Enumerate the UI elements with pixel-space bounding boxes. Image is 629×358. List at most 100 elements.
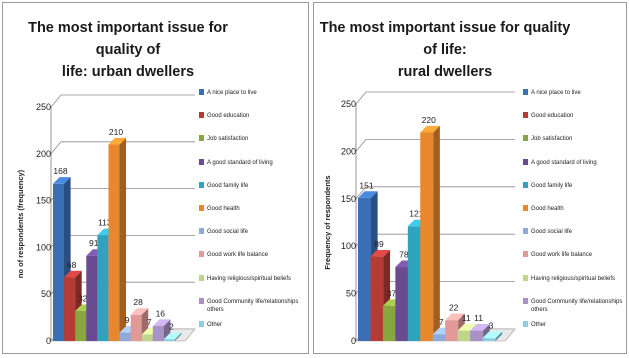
legend-label: Good family life	[531, 182, 573, 189]
bar-data-label: 210	[109, 127, 123, 137]
bar-data-label: 2	[169, 322, 174, 332]
urban-chart-panel: The most important issue for quality of …	[2, 2, 309, 354]
bar-data-label: 7	[147, 317, 152, 327]
y-tick-label: 200	[341, 146, 356, 156]
legend-item: Good family life	[199, 181, 307, 205]
legend-swatch	[523, 274, 528, 281]
legend-item: Having religious/spiritual beliefs	[523, 274, 627, 298]
legend-swatch	[523, 89, 528, 95]
legend-label: A nice place to live	[531, 90, 581, 96]
bar-front	[53, 183, 64, 341]
y-tick-label: 100	[36, 242, 51, 252]
bar-front	[86, 255, 98, 341]
bar-top	[53, 177, 71, 184]
legend-swatch	[523, 251, 528, 258]
bar-data-label: 68	[67, 260, 77, 270]
bar-top	[152, 319, 171, 327]
legend-label: Good health	[531, 205, 564, 212]
legend-item: A nice place to live	[523, 89, 627, 112]
legend-label: Having religious/spiritual beliefs	[531, 275, 616, 282]
legend-swatch	[199, 297, 204, 304]
gridline-side	[50, 94, 62, 108]
legend-item: A nice place to live	[199, 89, 307, 112]
legend-label: Good education	[207, 113, 250, 120]
legend-label: A good standard of living	[531, 159, 597, 166]
rural-chart-panel: The most important issue for quality of …	[313, 2, 627, 354]
bar-top	[163, 332, 182, 340]
bar-data-label: 3	[489, 321, 494, 331]
bar-front	[358, 197, 371, 341]
y-tick-label: 0	[46, 336, 51, 346]
legend-swatch	[523, 181, 528, 188]
legend-item: Good Community life/relationships others	[523, 297, 627, 321]
bar-data-label: 121	[409, 209, 423, 219]
legend-item: Good health	[199, 204, 307, 228]
legend-swatch	[523, 228, 528, 235]
legend-label: Good work life balance	[531, 252, 593, 259]
legend-item: Good Community life/relationships others	[199, 297, 307, 321]
bar-data-label: 37	[387, 288, 397, 298]
chart-title: The most important issue for quality of …	[314, 17, 576, 83]
legend-swatch	[199, 320, 204, 327]
legend-label: Job satisfaction	[207, 136, 249, 143]
y-axis-label: no of respondents (frequency)	[16, 169, 25, 278]
bar-top	[420, 125, 440, 133]
bar-top	[445, 313, 465, 321]
y-tick-label: 200	[36, 149, 51, 159]
bar	[420, 125, 440, 341]
bar-side	[433, 125, 440, 341]
legend-label: Good work life balance	[207, 252, 269, 259]
gridline-side	[355, 139, 367, 152]
bar-front	[457, 330, 471, 341]
legend-swatch	[523, 112, 528, 119]
legend-item: Good health	[523, 204, 627, 228]
legend-label: Good family life	[207, 182, 249, 189]
bar-top	[370, 250, 391, 257]
legend-item: Good family life	[523, 181, 627, 205]
bar-data-label: 28	[133, 297, 143, 307]
legend-swatch	[523, 135, 528, 142]
bar-top	[64, 270, 82, 278]
legend-swatch	[523, 204, 528, 211]
legend-label: Job satisfaction	[531, 136, 573, 143]
bar-front	[432, 334, 446, 341]
legend-item: Good work life balance	[523, 251, 627, 274]
legend-swatch	[199, 251, 204, 258]
legend-label: Good social life	[531, 229, 573, 236]
bar-data-label: 9	[125, 315, 130, 325]
legend-label: Good health	[207, 205, 240, 212]
bar-front	[97, 235, 109, 341]
bar-data-label: 113	[98, 218, 112, 228]
legend-item: A good standard of living	[199, 158, 307, 182]
legend-item: Other	[199, 320, 307, 344]
rural-chart-plot: 0 50 100 150 200 250 Frequency of respondents 1…	[323, 91, 516, 346]
bar-front	[370, 256, 384, 341]
gridline-side	[355, 91, 367, 105]
bar-front	[407, 226, 421, 341]
chart-title-line-1: The most important issue for quality of …	[319, 20, 571, 58]
legend-swatch	[199, 181, 204, 188]
bar	[482, 331, 503, 341]
bar-front	[152, 326, 164, 341]
bar-data-label: 11	[474, 313, 483, 323]
legend-label: A good standard of living	[207, 159, 273, 166]
legend-label: Good social life	[207, 229, 249, 236]
bar-front	[75, 311, 87, 341]
legend-swatch	[199, 274, 204, 281]
chart-title-line-2: life: urban dwellers	[61, 64, 195, 80]
bar	[163, 332, 182, 341]
legend-swatch	[199, 135, 204, 142]
bar-data-label: 89	[374, 239, 384, 249]
bar-top	[470, 323, 490, 331]
gridline-side	[355, 186, 367, 200]
bars: 168 68 32 91 113 210 928 7 162	[53, 127, 182, 341]
y-axis-label: Frequency of respondents	[323, 175, 332, 269]
bar-data-label: 11	[462, 313, 471, 323]
legend-label: Good Community life/relationships others	[531, 298, 623, 313]
bar-front	[470, 330, 484, 341]
bar-data-label: 32	[78, 293, 88, 303]
legend-swatch	[199, 158, 204, 165]
legend-item: Having religious/spiritual beliefs	[199, 274, 307, 298]
bar-side	[174, 332, 182, 341]
chart-title: The most important issue for quality of …	[3, 17, 253, 83]
